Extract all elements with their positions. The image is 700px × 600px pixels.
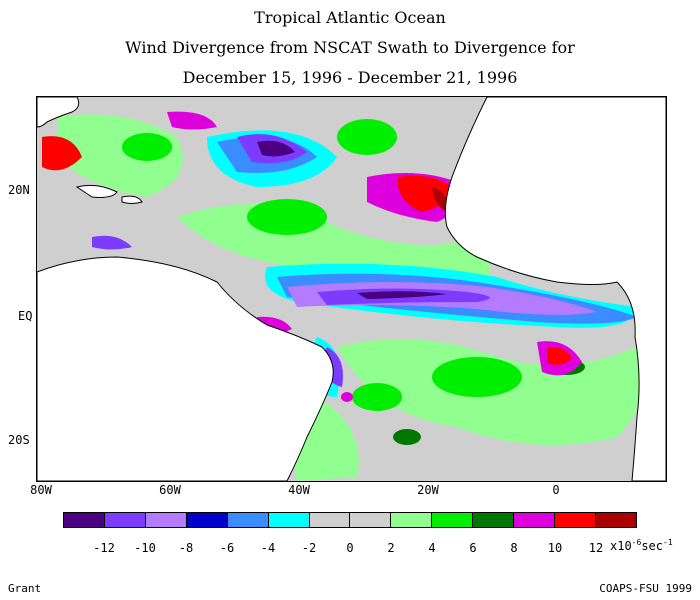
colorbar-swatch	[268, 513, 310, 527]
colorbar-swatch	[555, 513, 596, 527]
colorbar-tick-label: 4	[428, 541, 436, 555]
colorbar-swatch	[64, 513, 105, 527]
land-masses	[37, 97, 666, 481]
credit-institution: COAPS-FSU 1999	[599, 582, 692, 595]
lat-label-20n: 20N	[8, 183, 30, 197]
colorbar-tick-label: 2	[387, 541, 395, 555]
field-bright-green	[352, 383, 402, 411]
colorbar-tick-label: -10	[134, 541, 156, 555]
field-purple-area	[92, 235, 132, 250]
title-line-3: December 15, 1996 - December 21, 1996	[182, 68, 518, 87]
field-bright-green	[432, 357, 522, 397]
field-purple-area	[257, 140, 295, 157]
colorbar-tick-label: -6	[219, 541, 235, 555]
north-america-land	[37, 97, 80, 128]
africa-land	[444, 97, 666, 481]
colorbar-tick-label: -8	[178, 541, 194, 555]
colorbar-swatch	[473, 513, 515, 527]
colorbar-units: x10-6sec-1	[610, 538, 673, 553]
field-red-area	[547, 346, 572, 365]
colorbar-tick-label: 8	[510, 541, 518, 555]
south-america-land	[37, 256, 334, 481]
colorbar-tick-label: 6	[469, 541, 477, 555]
field-magenta-area	[167, 111, 217, 130]
colorbar	[63, 512, 637, 528]
colorbar-tick-label: 10	[547, 541, 563, 555]
field-bright-green	[337, 119, 397, 155]
field-dark-green	[393, 429, 421, 445]
lon-label-80w: 80W	[30, 483, 52, 497]
colorbar-tick-label: -2	[301, 541, 317, 555]
colorbar-swatch	[104, 513, 146, 527]
lon-label-60w: 60W	[159, 483, 181, 497]
caribbean-island	[121, 195, 143, 204]
field-darkred-area	[432, 187, 449, 212]
divergence-map	[36, 96, 667, 482]
field-bright-green	[122, 133, 172, 161]
colorbar-swatch	[350, 513, 392, 527]
title-line-1: Tropical Atlantic Ocean	[254, 8, 446, 27]
lon-label-40w: 40W	[288, 483, 310, 497]
colorbar-swatch	[227, 513, 269, 527]
divergence-field	[37, 111, 657, 481]
colorbar-tick-label: 12	[588, 541, 604, 555]
field-purple-band	[357, 291, 447, 299]
colorbar-swatch	[432, 513, 474, 527]
credit-author: Grant	[8, 582, 42, 595]
lat-label-20s: 20S	[8, 433, 30, 447]
lat-label-eq: EQ	[18, 309, 33, 323]
field-magenta-spot	[341, 392, 353, 402]
colorbar-tick-label: 0	[346, 541, 354, 555]
colorbar-tick-label: -4	[260, 541, 276, 555]
lon-label-0: 0	[552, 483, 560, 497]
field-bright-green	[247, 199, 327, 235]
colorbar-swatch	[145, 513, 187, 527]
caribbean-island	[75, 184, 118, 198]
lon-label-20w: 20W	[417, 483, 439, 497]
colorbar-swatch	[309, 513, 351, 527]
colorbar-swatch	[391, 513, 433, 527]
colorbar-swatch	[186, 513, 228, 527]
map-svg	[37, 97, 666, 481]
field-red-area	[42, 136, 82, 171]
title-line-2: Wind Divergence from NSCAT Swath to Dive…	[125, 38, 575, 57]
colorbar-tick-label: -12	[93, 541, 115, 555]
colorbar-swatch	[595, 513, 636, 527]
colorbar-swatch	[514, 513, 556, 527]
